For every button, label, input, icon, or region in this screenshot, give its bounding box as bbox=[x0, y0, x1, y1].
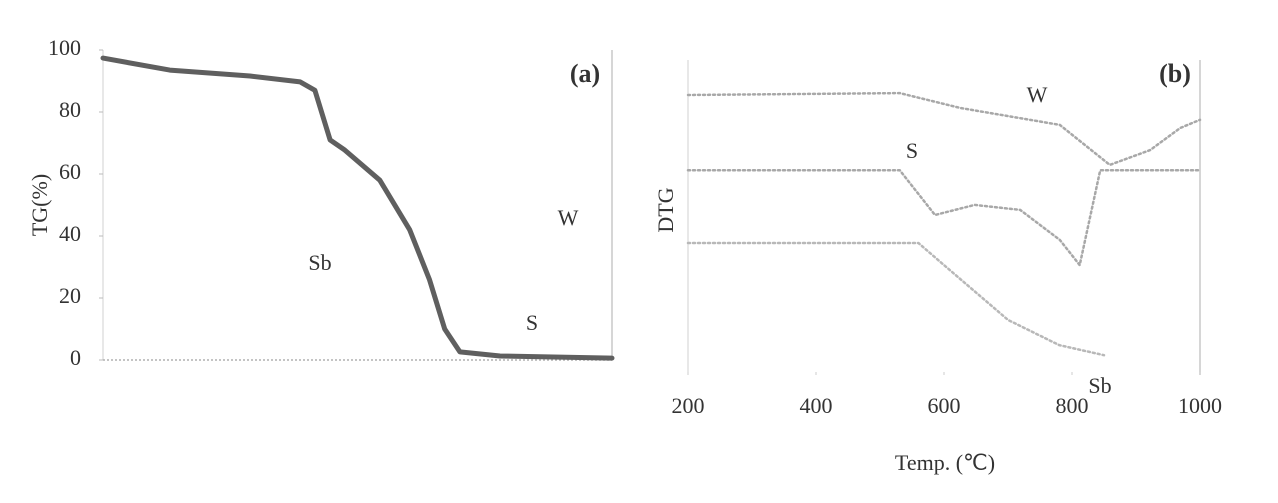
annotation: S bbox=[526, 310, 538, 335]
y-axis-label: DTG bbox=[653, 187, 678, 232]
x-tick-label: 400 bbox=[800, 393, 833, 418]
x-tick-label: 600 bbox=[928, 393, 961, 418]
data-line bbox=[100, 55, 615, 361]
x-axis-label: Temp. (℃) bbox=[895, 450, 995, 475]
series-label: S bbox=[906, 138, 918, 163]
y-tick-label: 40 bbox=[59, 221, 81, 246]
panel-label: (b) bbox=[1159, 59, 1191, 88]
annotation: W bbox=[558, 205, 579, 230]
x-tick-label: 800 bbox=[1056, 393, 1089, 418]
data-line bbox=[686, 169, 1202, 267]
y-tick-label: 20 bbox=[59, 283, 81, 308]
panel-label: (a) bbox=[570, 59, 600, 88]
x-tick-label: 200 bbox=[672, 393, 705, 418]
series-label: Sb bbox=[1088, 373, 1111, 398]
series-label: W bbox=[1027, 82, 1048, 107]
y-tick-label: 0 bbox=[70, 345, 81, 370]
y-tick-label: 100 bbox=[48, 35, 81, 60]
y-tick-label: 60 bbox=[59, 159, 81, 184]
data-line bbox=[686, 91, 1202, 167]
y-tick-label: 80 bbox=[59, 97, 81, 122]
series-label: Sb bbox=[308, 250, 331, 275]
y-axis-label: TG(%) bbox=[27, 174, 52, 236]
data-line bbox=[686, 241, 1106, 357]
x-tick-label: 1000 bbox=[1178, 393, 1222, 418]
